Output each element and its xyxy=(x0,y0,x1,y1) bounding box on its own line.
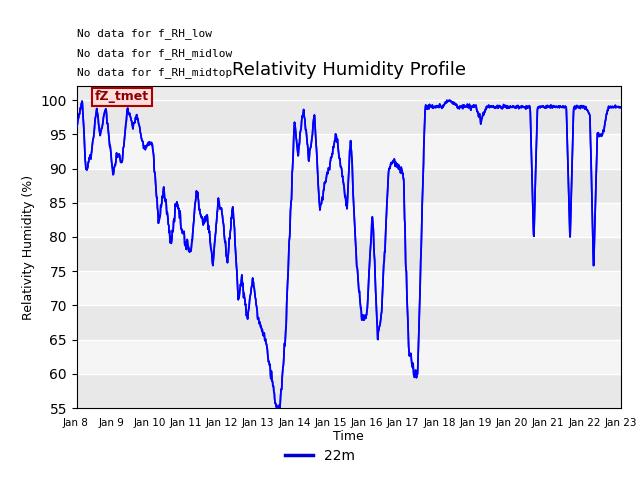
Text: fZ_tmet: fZ_tmet xyxy=(95,90,149,103)
Bar xyxy=(77,168,621,203)
Bar xyxy=(77,305,621,339)
Text: No data for f_RH_midlow: No data for f_RH_midlow xyxy=(77,48,232,59)
Title: Relativity Humidity Profile: Relativity Humidity Profile xyxy=(232,61,466,79)
Bar xyxy=(77,374,621,408)
Bar xyxy=(77,339,621,374)
Text: No data for f_RH_low: No data for f_RH_low xyxy=(77,28,212,39)
X-axis label: Time: Time xyxy=(333,431,364,444)
Bar xyxy=(77,271,621,305)
Bar xyxy=(77,100,621,134)
Bar xyxy=(77,134,621,168)
Legend: 22m: 22m xyxy=(280,443,360,468)
Y-axis label: Relativity Humidity (%): Relativity Humidity (%) xyxy=(22,175,35,320)
Bar xyxy=(77,203,621,237)
Text: No data for f_RH_midtop: No data for f_RH_midtop xyxy=(77,67,232,78)
Bar xyxy=(77,237,621,271)
